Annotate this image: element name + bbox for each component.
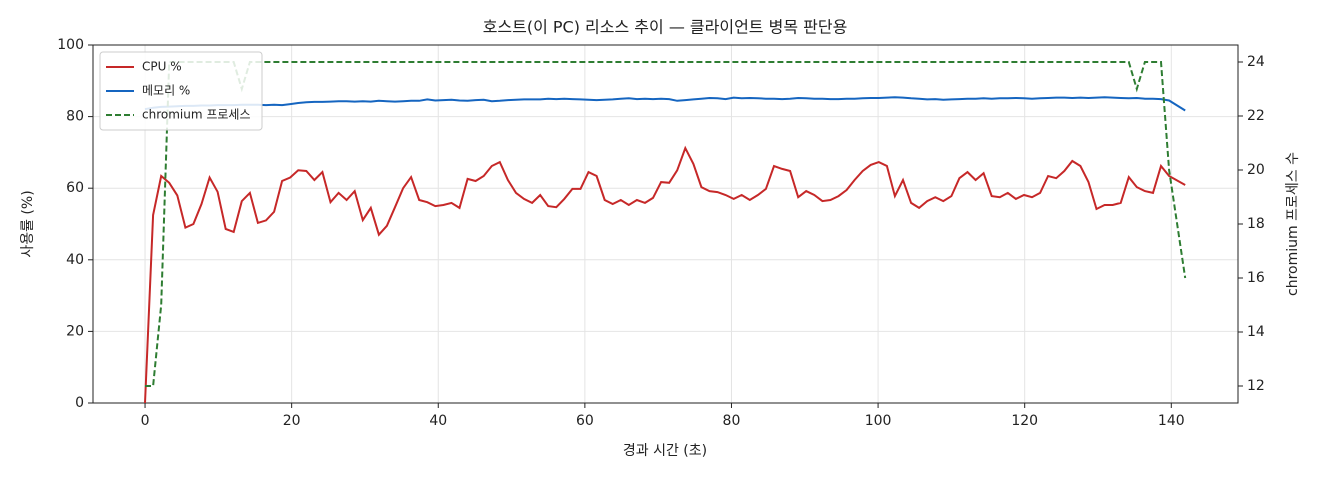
legend: CPU % 메모리 % chromium 프로세스 — [99, 51, 263, 131]
x-tick-label: 100 — [865, 413, 892, 429]
legend-label: chromium 프로세스 — [142, 108, 251, 122]
x-tick-label: 120 — [1011, 413, 1038, 429]
x-axis-label: 경과 시간 (초) — [623, 443, 707, 459]
y2-axis-label: chromium 프로세스 수 — [1285, 152, 1301, 296]
y-axis-label: 사용률 (%) — [20, 190, 36, 257]
y-tick-label: 80 — [66, 109, 84, 125]
y2-tick-label: 20 — [1247, 162, 1265, 178]
x-tick-label: 80 — [723, 413, 741, 429]
x-tick-label: 60 — [576, 413, 594, 429]
y-tick-label: 100 — [57, 37, 84, 53]
y-tick-label: 20 — [66, 323, 84, 339]
y2-tick-label: 16 — [1247, 270, 1265, 286]
x-tick-label: 0 — [141, 413, 150, 429]
series-line — [144, 145, 1186, 404]
x-tick-label: 140 — [1158, 413, 1185, 429]
legend-box — [99, 51, 263, 131]
y2-tick-label: 14 — [1247, 324, 1265, 340]
y-tick-label: 40 — [66, 252, 84, 268]
plot-frame — [92, 44, 1239, 404]
legend-label: CPU % — [142, 60, 182, 74]
x-tick-label: 20 — [283, 413, 301, 429]
series-line — [145, 61, 1187, 387]
y2-tick-label: 24 — [1247, 54, 1265, 70]
x-tick-label: 40 — [429, 413, 447, 429]
y-tick-label: 0 — [75, 395, 84, 411]
legend-label: 메모리 % — [142, 84, 190, 98]
series-line — [144, 96, 1186, 112]
y2-tick-label: 22 — [1247, 108, 1265, 124]
y2-tick-label: 18 — [1247, 216, 1265, 232]
y-tick-label: 60 — [66, 180, 84, 196]
chart-title: 호스트(이 PC) 리소스 추이 — 클라이언트 병목 판단용 — [483, 18, 848, 37]
y2-tick-label: 12 — [1247, 378, 1265, 394]
